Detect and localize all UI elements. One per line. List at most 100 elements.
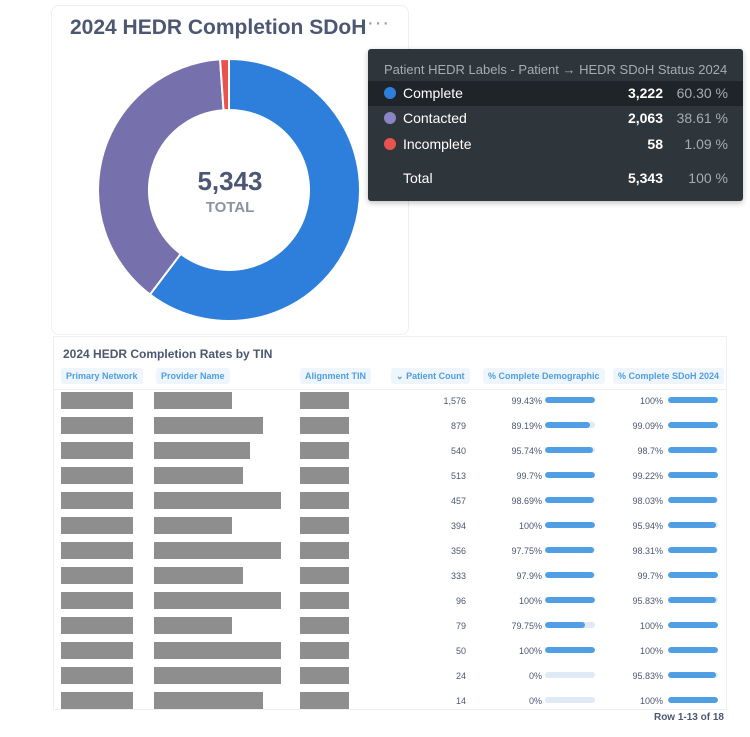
tooltip-title: Patient HEDR Labels - Patient → HEDR SDo… <box>384 62 728 77</box>
demographic-pct-cell: 0% <box>528 671 542 681</box>
tooltip-label: Total <box>403 170 433 186</box>
patient-count-cell: 50 <box>455 646 466 656</box>
patient-count-cell: 879 <box>450 421 466 431</box>
demographic-bar-fill <box>545 497 595 503</box>
sdoh-pct-cell: 98.31% <box>632 546 663 556</box>
redacted-provider-name <box>154 467 243 484</box>
redacted-alignment-tin <box>300 542 349 559</box>
donut-chart[interactable] <box>97 58 361 322</box>
redacted-alignment-tin <box>300 467 349 484</box>
demographic-bar <box>545 422 595 428</box>
pagination-label: Row 1-13 of 18 <box>653 712 724 723</box>
sdoh-pct-cell: 98.03% <box>632 496 663 506</box>
table-row[interactable]: 96 100% 95.83% <box>54 591 726 613</box>
redacted-primary-network <box>61 442 133 459</box>
sdoh-bar <box>668 447 718 453</box>
demographic-bar <box>545 522 595 528</box>
demographic-bar <box>545 572 595 578</box>
donut-slice-complete[interactable] <box>148 58 361 322</box>
tooltip-label: Contacted <box>403 110 467 126</box>
demographic-pct-cell: 89.19% <box>511 421 542 431</box>
sdoh-pct-cell: 100% <box>639 396 663 406</box>
header-alignment-tin[interactable]: Alignment TIN <box>300 368 371 384</box>
table-row[interactable]: 356 97.75% 98.31% <box>54 541 726 563</box>
patient-count-cell: 96 <box>455 596 466 606</box>
table-title: 2024 HEDR Completion Rates by TIN <box>63 347 273 361</box>
demographic-pct-cell: 99.7% <box>516 471 542 481</box>
redacted-provider-name <box>154 667 281 684</box>
table-row[interactable]: 50 100% 100% <box>54 641 726 663</box>
sdoh-bar-fill <box>668 697 718 703</box>
tooltip-label: Complete <box>403 85 463 101</box>
redacted-alignment-tin <box>300 492 349 509</box>
redacted-primary-network <box>61 592 133 609</box>
sdoh-bar <box>668 397 718 403</box>
donut-slice-incomplete[interactable] <box>219 58 230 112</box>
contacted-dot-icon <box>384 112 396 124</box>
header-label: Patient Count <box>406 371 465 381</box>
incomplete-dot-icon <box>384 138 396 150</box>
header-provider-name[interactable]: Provider Name <box>156 368 230 384</box>
demographic-pct-cell: 97.9% <box>516 571 542 581</box>
sdoh-bar-fill <box>668 447 718 453</box>
tooltip-row-total: Total 5,343 100 % <box>368 166 743 191</box>
demographic-pct-cell: 98.69% <box>511 496 542 506</box>
table-row[interactable]: 457 98.69% 98.03% <box>54 491 726 513</box>
complete-dot-icon <box>384 87 396 99</box>
sdoh-pct-cell: 95.83% <box>632 596 663 606</box>
sdoh-bar-fill <box>668 572 718 578</box>
donut-slice-contacted[interactable] <box>97 58 225 296</box>
demographic-bar-fill <box>545 572 594 578</box>
demographic-bar <box>545 622 595 628</box>
sdoh-bar <box>668 497 718 503</box>
header-divider <box>54 389 726 390</box>
redacted-provider-name <box>154 392 232 409</box>
donut-center: 5,343 TOTAL <box>52 166 408 216</box>
demographic-pct-cell: 100% <box>518 646 542 656</box>
demographic-bar-fill <box>545 597 595 603</box>
patient-count-cell: 457 <box>450 496 466 506</box>
card-title: 2024 HEDR Completion SDoH <box>70 16 367 39</box>
redacted-alignment-tin <box>300 667 349 684</box>
table-row[interactable]: 540 95.74% 98.7% <box>54 441 726 463</box>
table-row[interactable]: 333 97.9% 99.7% <box>54 566 726 588</box>
table-row[interactable]: 394 100% 95.94% <box>54 516 726 538</box>
patient-count-cell: 1,576 <box>443 396 466 406</box>
table-row[interactable]: 879 89.19% 99.09% <box>54 416 726 438</box>
redacted-alignment-tin <box>300 692 349 709</box>
table-row[interactable]: 24 0% 95.83% <box>54 666 726 688</box>
tooltip-row-complete: Complete 3,222 60.30 % <box>368 81 743 106</box>
sdoh-pct-cell: 100% <box>639 696 663 706</box>
redacted-provider-name <box>154 492 281 509</box>
sdoh-bar-fill <box>668 597 716 603</box>
table-row[interactable]: 1,576 99.43% 100% <box>54 391 726 413</box>
redacted-provider-name <box>154 442 250 459</box>
header-complete-demographic[interactable]: % Complete Demographic <box>483 368 605 384</box>
sdoh-pct-cell: 100% <box>639 646 663 656</box>
more-options-icon[interactable]: ··· <box>367 12 390 34</box>
redacted-primary-network <box>61 467 133 484</box>
demographic-bar-fill <box>545 472 595 478</box>
sdoh-bar-fill <box>668 522 716 528</box>
table-row[interactable]: 79 79.75% 100% <box>54 616 726 638</box>
redacted-primary-network <box>61 392 133 409</box>
table-row[interactable]: 14 0% 100% <box>54 691 726 709</box>
header-patient-count[interactable]: ⌄ Patient Count <box>391 368 470 384</box>
demographic-bar-fill <box>545 547 594 553</box>
demographic-bar-fill <box>545 422 590 428</box>
redacted-primary-network <box>61 667 133 684</box>
table-row[interactable]: 513 99.7% 99.22% <box>54 466 726 488</box>
demographic-bar-fill <box>545 397 595 403</box>
sdoh-pct-cell: 99.09% <box>632 421 663 431</box>
sdoh-pct-cell: 98.7% <box>637 446 663 456</box>
chevron-down-icon: ⌄ <box>396 371 404 381</box>
header-complete-sdoh[interactable]: % Complete SDoH 2024 <box>613 368 725 384</box>
tooltip-percent: 38.61 % <box>676 110 728 126</box>
header-primary-network[interactable]: Primary Network <box>61 368 143 384</box>
patient-count-cell: 14 <box>455 696 466 706</box>
demographic-bar <box>545 547 595 553</box>
demographic-bar <box>545 472 595 478</box>
demographic-pct-cell: 97.75% <box>511 546 542 556</box>
demographic-bar <box>545 672 595 678</box>
redacted-alignment-tin <box>300 567 349 584</box>
